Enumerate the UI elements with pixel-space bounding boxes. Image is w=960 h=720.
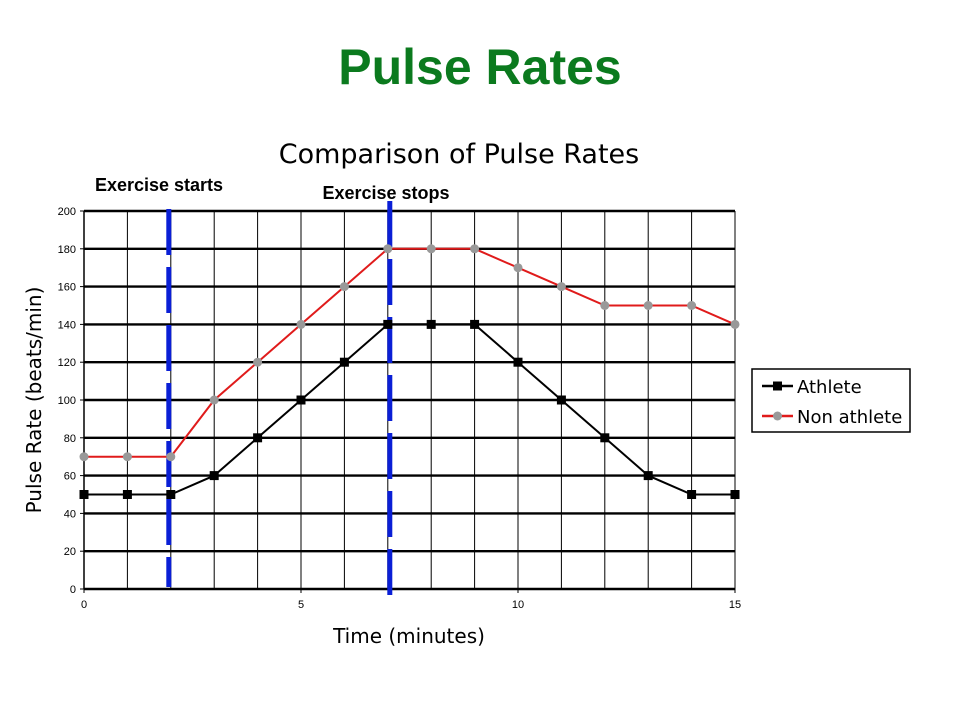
y-tick-label: 20 [64,546,76,558]
data-point [122,452,132,462]
data-point [166,452,176,462]
legend-box [751,368,911,433]
data-point [383,244,393,254]
data-point [426,319,436,329]
data-point [383,319,393,329]
series-line [84,323,735,496]
y-tick-label: 80 [64,433,76,445]
data-point [166,490,176,499]
data-point [513,263,523,273]
data-point [209,395,219,405]
data-point [122,490,132,499]
x-axis-title: Time (minutes) [332,624,485,648]
series-group [79,244,740,499]
data-point [730,319,740,329]
x-tick-label: 10 [512,599,524,611]
x-tick-label: 15 [729,599,741,611]
series-line [84,247,736,458]
y-tick-label: 60 [64,471,76,483]
legend-swatch-marker [773,381,782,391]
data-point [687,490,697,499]
y-tick-label: 120 [58,357,76,369]
data-point [643,301,653,310]
legend-label: Non athlete [797,407,902,428]
data-point [643,471,653,481]
chart-legend: Athlete Non athlete [751,368,911,433]
x-tick-label: 0 [81,599,87,611]
data-point [470,244,480,254]
y-tick-label: 200 [58,206,76,218]
legend-swatch-marker [773,411,782,421]
y-axis-title: Pulse Rate (beats/min) [22,287,46,514]
data-point [600,433,610,443]
data-point [339,282,349,292]
data-point [253,357,263,367]
y-tick-label: 140 [58,319,76,331]
data-point [730,490,740,499]
exercise-annotation: Exercise starts [95,175,223,195]
data-point [513,357,523,367]
data-point [556,282,566,292]
tick-labels: 0 20 40 60 80 100 120 140 160 180 200 0 5 10 15 [58,206,741,611]
y-tick-label: 160 [58,282,76,294]
data-point [687,301,697,310]
legend-label: Athlete [797,377,862,398]
data-point [600,301,610,310]
data-point [556,395,566,405]
data-point [253,433,263,443]
annotations: Exercise starts Exercise stops [95,175,450,600]
chart-grid [83,209,736,591]
y-tick-label: 180 [58,244,76,256]
data-point [209,471,219,481]
chart-title: Comparison of Pulse Rates [279,139,640,170]
y-tick-label: 0 [70,584,76,596]
data-point [79,490,89,499]
data-point [339,357,349,367]
data-point [79,452,89,462]
data-point [296,395,306,405]
y-tick-label: 100 [58,395,76,407]
data-point [296,319,306,329]
y-tick-label: 40 [64,508,76,520]
data-point [470,319,480,329]
data-point [426,244,436,254]
slide-title: Pulse Rates [338,39,622,95]
x-tick-label: 5 [298,599,304,611]
exercise-annotation: Exercise stops [322,183,449,203]
